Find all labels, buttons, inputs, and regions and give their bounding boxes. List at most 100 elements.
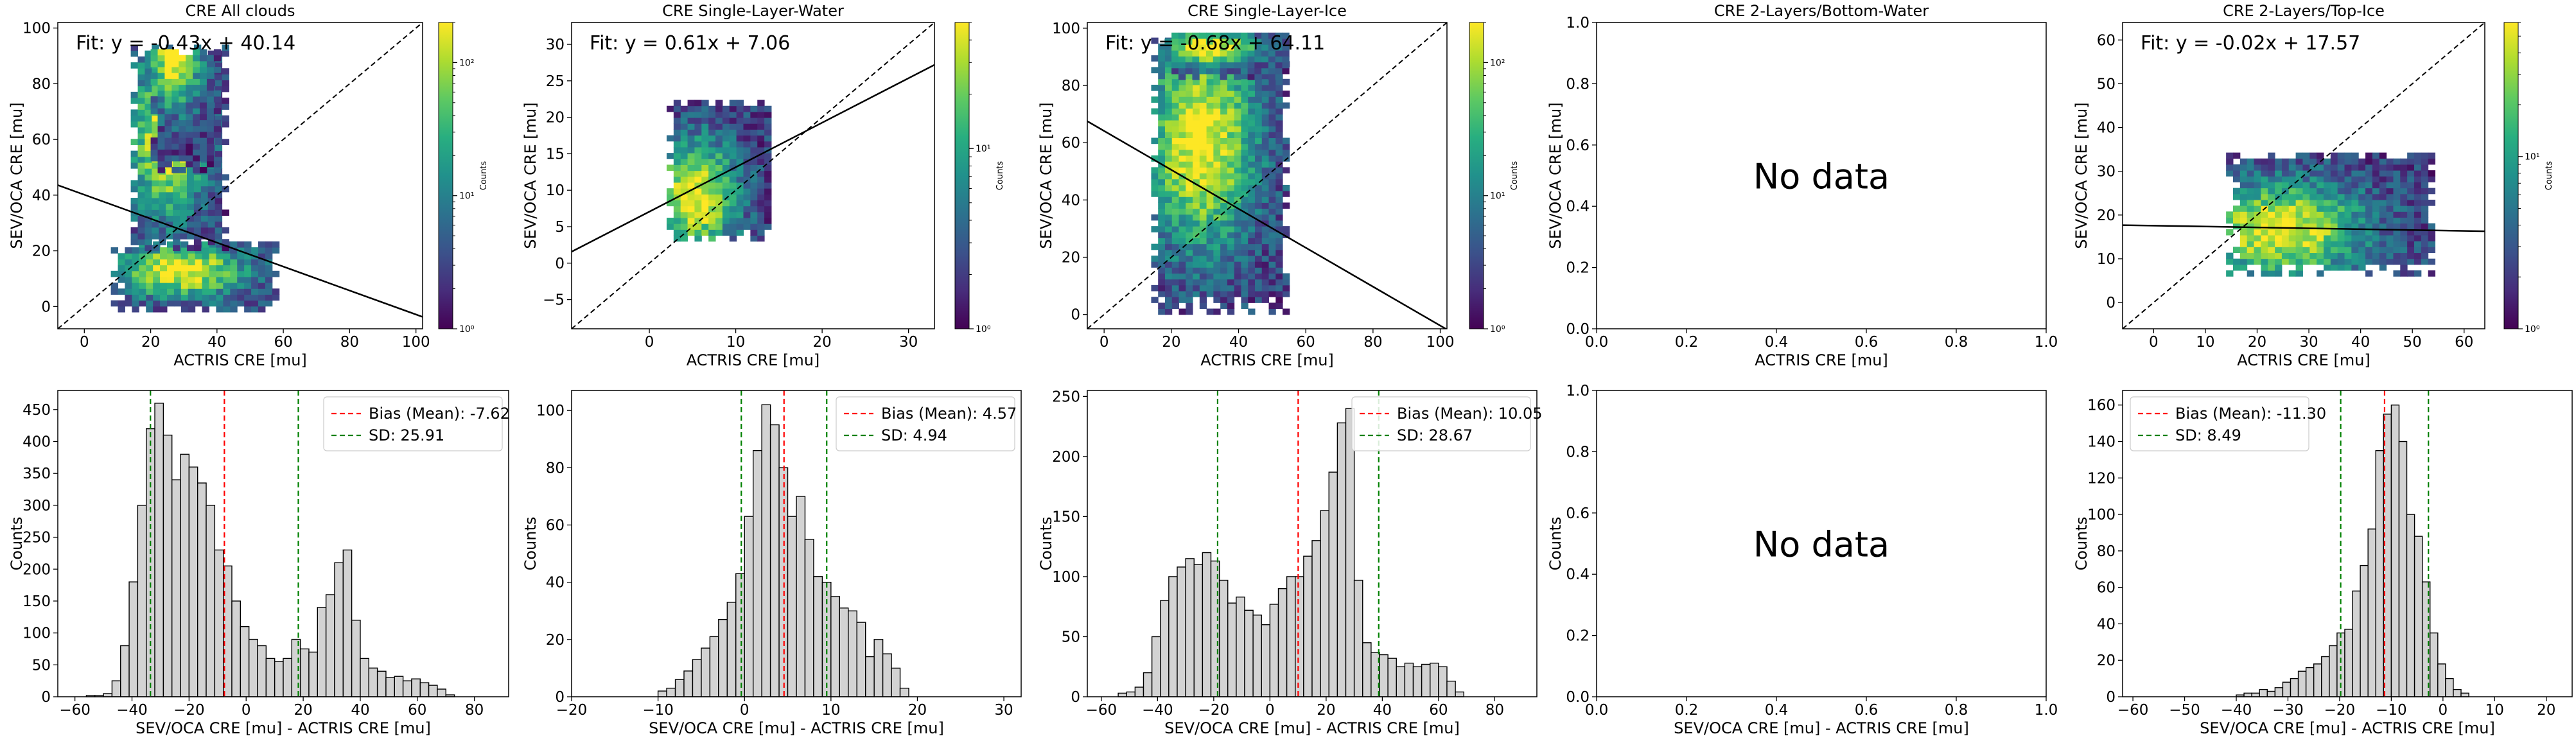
- density-cell: [164, 131, 172, 138]
- density-cell: [673, 111, 681, 118]
- histogram-bar: [299, 648, 310, 697]
- density-cell: [157, 137, 165, 144]
- density-cell: [1178, 137, 1186, 144]
- density-cell: [1268, 62, 1276, 69]
- density-cell: [1275, 126, 1283, 132]
- density-cell: [764, 205, 772, 213]
- density-cell: [2254, 258, 2261, 265]
- density-cell: [1164, 220, 1173, 227]
- density-cell: [173, 283, 182, 289]
- density-cell: [2317, 223, 2324, 230]
- density-cell: [1178, 62, 1186, 69]
- density-cell: [1199, 155, 1207, 162]
- density-cell: [251, 276, 259, 283]
- density-cell: [2261, 182, 2268, 189]
- histogram-bar: [180, 453, 190, 697]
- density-cell: [193, 215, 202, 222]
- density-cell: [173, 239, 180, 245]
- histogram-bar: [240, 625, 250, 697]
- density-cell: [743, 218, 751, 224]
- density-cell: [145, 56, 152, 63]
- density-cell: [1261, 137, 1270, 144]
- density-cell: [1164, 96, 1173, 103]
- density-cell: [2226, 211, 2234, 218]
- density-cell: [729, 153, 737, 159]
- density-cell: [152, 121, 159, 128]
- density-cell: [757, 105, 765, 112]
- density-cell: [2344, 235, 2352, 241]
- density-cell: [1248, 255, 1256, 262]
- density-cell: [1268, 132, 1276, 139]
- density-cell: [213, 161, 222, 168]
- density-cell: [701, 200, 709, 207]
- no-data-label: No data: [1753, 157, 1889, 197]
- y-tick-label: 50: [2097, 76, 2116, 92]
- density-cell: [146, 270, 153, 277]
- density-cell: [193, 114, 200, 121]
- density-cell: [230, 300, 238, 307]
- density-cell: [1158, 143, 1166, 150]
- density-cell: [1186, 184, 1193, 191]
- density-cell: [145, 91, 152, 98]
- density-cell: [2239, 252, 2248, 259]
- histogram-bar: [864, 656, 875, 697]
- density-cell: [215, 221, 223, 228]
- density-cell: [1178, 208, 1186, 215]
- histogram-bar: [899, 687, 909, 697]
- x-tick-label: 60: [1429, 702, 1448, 719]
- histogram-bar: [839, 608, 849, 697]
- density-cell: [1275, 238, 1283, 245]
- density-cell: [1158, 126, 1166, 132]
- density-cell: [206, 114, 215, 121]
- density-cell: [764, 170, 772, 177]
- density-cell: [2330, 211, 2338, 218]
- density-cell: [708, 235, 716, 242]
- histogram-bar: [334, 562, 344, 697]
- density-cell: [2254, 193, 2261, 200]
- density-cell: [164, 90, 172, 97]
- density-cell: [764, 123, 772, 130]
- density-cell: [1261, 78, 1270, 85]
- density-cell: [237, 276, 245, 283]
- density-cell: [757, 170, 765, 177]
- density-cell: [258, 241, 266, 248]
- density-cell: [2379, 217, 2387, 224]
- density-cell: [265, 283, 273, 289]
- density-cell: [186, 174, 195, 181]
- density-cell: [1227, 255, 1235, 262]
- density-cell: [145, 227, 152, 234]
- density-cell: [1227, 232, 1235, 238]
- density-cell: [1248, 114, 1256, 121]
- density-cell: [1158, 43, 1166, 50]
- density-cell: [673, 164, 681, 171]
- density-cell: [701, 146, 709, 153]
- density-cell: [2393, 176, 2401, 182]
- density-cell: [171, 102, 179, 109]
- x-axis-label: ACTRIS CRE [mu]: [1755, 351, 1888, 369]
- density-cell: [2275, 188, 2282, 195]
- density-cell: [207, 174, 216, 181]
- density-cell: [1171, 132, 1180, 139]
- density-cell: [1171, 220, 1180, 227]
- density-cell: [1275, 44, 1283, 51]
- density-cell: [1283, 184, 1290, 191]
- density-cell: [2261, 158, 2268, 165]
- density-cell: [1206, 102, 1214, 109]
- density-cell: [2351, 193, 2359, 200]
- density-cell: [237, 270, 245, 277]
- density-cell: [2414, 247, 2422, 254]
- density-cell: [1268, 32, 1276, 39]
- x-tick-label: 0.6: [1855, 334, 1879, 351]
- y-tick-label: 60: [546, 518, 565, 534]
- density-cell: [157, 67, 165, 73]
- density-cell: [1199, 279, 1207, 286]
- density-cell: [2226, 158, 2234, 165]
- density-cell: [157, 143, 165, 150]
- density-cell: [207, 180, 216, 187]
- density-cell: [2317, 217, 2324, 224]
- density-cell: [145, 186, 152, 193]
- y-tick-label: 50: [1062, 629, 1080, 645]
- density-cell: [265, 241, 273, 248]
- density-cell: [2295, 164, 2303, 171]
- density-cell: [2421, 158, 2429, 165]
